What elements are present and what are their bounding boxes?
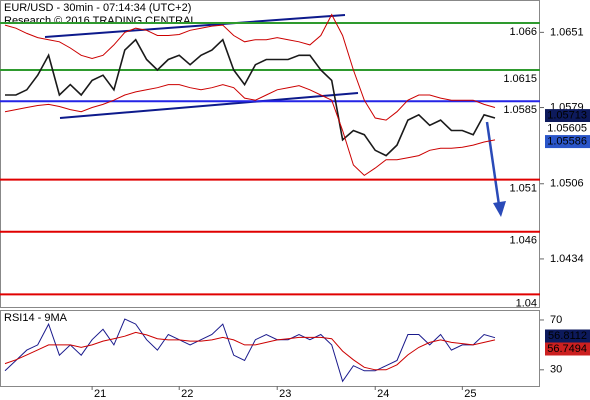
- rsi-title: RSI14 - 9MA: [4, 312, 68, 324]
- price-label: 56.8112: [548, 330, 587, 342]
- price-label-box: [545, 135, 590, 149]
- price-label-box: [545, 109, 590, 123]
- overlay: 1.06511.05791.05061.043470301.0661.06151…: [0, 13, 590, 400]
- level-label: 1.051: [509, 182, 537, 194]
- price-label: 1.05605: [547, 122, 587, 134]
- level-label: 1.066: [509, 26, 537, 38]
- price-label-box: [545, 329, 590, 343]
- series-line: [4, 318, 496, 383]
- series-line: [5, 38, 496, 157]
- trend-channel: [44, 14, 359, 119]
- series-line: [4, 84, 496, 177]
- x-tick-label: 25: [464, 388, 476, 400]
- rsi-panel: [0, 310, 540, 387]
- y-tick-label: 1.0506: [550, 178, 584, 190]
- price-label: 1.05713: [547, 109, 587, 121]
- chart-subtitle: Research © 2016 TRADING CENTRAL: [4, 15, 197, 27]
- main-panel: [0, 0, 540, 308]
- series-line: [4, 331, 496, 371]
- arrow-head: [493, 201, 506, 217]
- arrow-shaft: [485, 121, 501, 206]
- level-label: 1.04: [516, 297, 537, 309]
- chart-title: EUR/USD - 30min - 07:14:34 (UTC+2): [4, 2, 191, 14]
- price-label-box: [545, 122, 590, 136]
- y-tick-label: 1.0434: [550, 253, 584, 265]
- level-label: 1.0585: [503, 104, 537, 116]
- y-tick-label: 1.0651: [550, 26, 584, 38]
- forecast-arrow: [485, 121, 506, 217]
- level-label: 1.046: [509, 235, 537, 247]
- y-tick-label: 30: [550, 364, 562, 376]
- series-line: [4, 13, 496, 121]
- y-tick-label: 70: [550, 314, 562, 326]
- price-label: 56.7494: [547, 343, 587, 355]
- x-tick-label: 21: [94, 388, 106, 400]
- channel-lower: [59, 92, 359, 119]
- price-label: 1.05586: [547, 135, 587, 147]
- x-tick-label: 23: [279, 388, 291, 400]
- level-label: 1.0615: [503, 73, 537, 85]
- x-tick-label: 22: [181, 388, 193, 400]
- price-label-box: [545, 342, 590, 356]
- x-tick-label: 24: [377, 388, 389, 400]
- channel-upper: [44, 14, 346, 38]
